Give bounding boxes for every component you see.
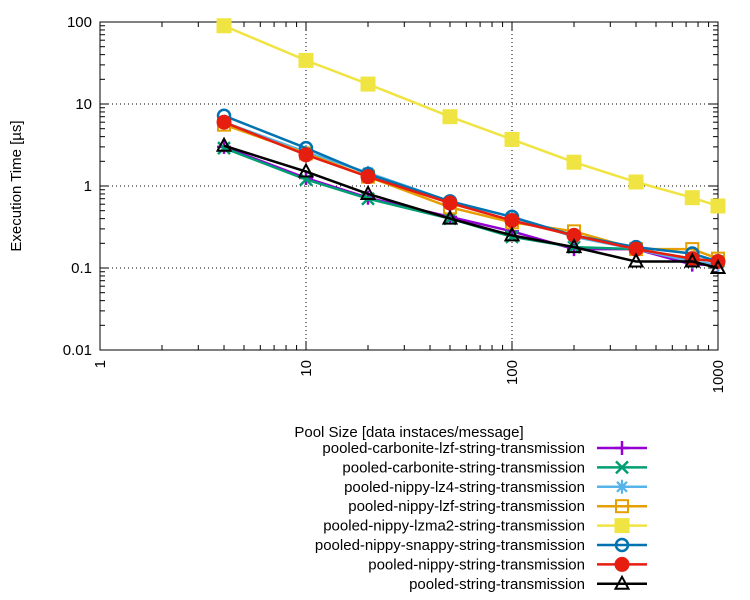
legend-entry: pooled-nippy-string-transmission (368, 556, 647, 573)
data-point (613, 574, 631, 590)
data-point (565, 237, 583, 254)
data-point (504, 212, 520, 228)
series-lines (215, 18, 727, 274)
data-point (442, 195, 458, 211)
legend-label: pooled-nippy-string-transmission (368, 556, 585, 573)
legend-entry: pooled-nippy-lz4-string-transmission (344, 479, 647, 496)
x-tick-label: 10 (298, 360, 315, 377)
legend-label: pooled-carbonite-lzf-string-transmission (322, 440, 585, 457)
legend-entry: pooled-carbonite-lzf-string-transmission (322, 440, 647, 457)
series-line (223, 24, 719, 208)
x-tick-label: 100 (504, 360, 521, 385)
y-tick-label: 1 (84, 178, 92, 195)
data-point (298, 147, 314, 163)
series-line (223, 121, 719, 266)
data-point (297, 162, 315, 178)
data-point (360, 169, 376, 185)
series-line (223, 146, 719, 263)
data-point (215, 136, 233, 152)
data-point (360, 76, 376, 92)
data-point (566, 227, 582, 243)
legend-label: pooled-carbonite-string-transmission (342, 459, 585, 476)
legend: pooled-carbonite-lzf-string-transmission… (315, 440, 647, 593)
x-tick-label: 1000 (710, 360, 727, 393)
data-point (710, 198, 726, 214)
data-point (442, 109, 458, 125)
data-point (709, 258, 727, 274)
data-point (627, 252, 645, 268)
data-point (299, 172, 313, 187)
legend-label: pooled-nippy-lzma2-string-transmission (323, 518, 585, 535)
legend-entry: pooled-nippy-lzf-string-transmission (348, 498, 647, 515)
y-tick-label: 100 (67, 14, 92, 31)
data-point (615, 499, 629, 514)
data-point (684, 252, 701, 268)
legend-entry: pooled-carbonite-string-transmission (342, 459, 647, 476)
series-4 (216, 18, 726, 214)
series-7 (215, 136, 727, 274)
data-point (503, 226, 521, 242)
y-tick-label: 0.1 (71, 260, 92, 277)
data-point (614, 518, 630, 534)
data-point (628, 174, 644, 190)
data-point (441, 209, 459, 225)
legend-label: pooled-string-transmission (409, 576, 585, 593)
series-5 (216, 108, 726, 269)
legend-entry: pooled-string-transmission (409, 574, 647, 593)
data-point (298, 52, 314, 68)
series-line (223, 144, 719, 270)
series-6 (216, 114, 726, 270)
axis-ticks: 1 10 100 1000 0.01 0.1 1 10 100 (63, 14, 727, 393)
series-line (223, 121, 719, 263)
data-point (359, 184, 377, 200)
legend-entry: pooled-nippy-lzma2-string-transmission (323, 518, 647, 535)
y-tick-label: 10 (75, 96, 92, 113)
data-point (566, 154, 582, 170)
y-tick-label: 0.01 (63, 342, 92, 359)
data-point (614, 556, 630, 572)
data-point (216, 114, 232, 130)
y-axis-title: Execution Time [µs] (8, 120, 25, 251)
data-point (615, 441, 629, 455)
data-point (615, 460, 629, 475)
x-axis-title: Pool Size [data instaces/message] (294, 424, 523, 441)
legend-label: pooled-nippy-snappy-string-transmission (315, 537, 585, 554)
series-line (223, 114, 719, 263)
data-point (614, 537, 630, 553)
data-point (684, 190, 700, 206)
data-point (615, 479, 629, 494)
legend-label: pooled-nippy-lz4-string-transmission (344, 479, 585, 496)
data-point (504, 131, 520, 147)
legend-label: pooled-nippy-lzf-string-transmission (348, 498, 585, 515)
series-3 (217, 117, 725, 266)
data-point (216, 18, 232, 34)
legend-entry: pooled-nippy-snappy-string-transmission (315, 537, 647, 554)
x-tick-label: 1 (92, 360, 109, 368)
